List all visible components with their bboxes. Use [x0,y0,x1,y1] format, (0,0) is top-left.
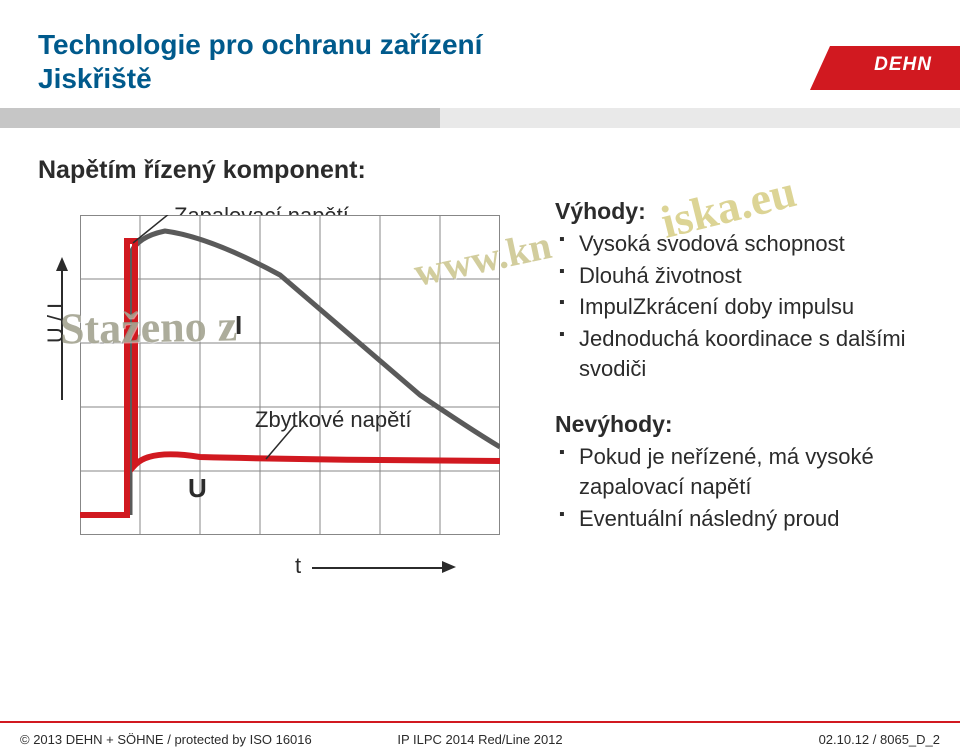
chart-svg [80,215,500,535]
x-axis-arrow-line [312,567,442,569]
disadvantage-item: Pokud je neřízené, má vysoké zapalovací … [559,442,935,501]
series-label-U: U [188,473,207,504]
footer-mid: IP ILPC 2014 Red/Line 2012 [0,732,960,747]
advantages-heading: Výhody: [555,198,935,225]
right-column: Výhody: Vysoká svodová schopnost Dlouhá … [555,198,935,536]
y-axis-arrow-icon [56,257,68,271]
chart-container: U / I [80,215,500,595]
advantage-item: ImpulZkrácení doby impulsu [559,292,935,322]
footer-right: 02.10.12 / 8065_D_2 [819,732,940,747]
advantage-item: Vysoká svodová schopnost [559,229,935,259]
title-line-1: Technologie pro ochranu zařízení [38,28,482,62]
section-heading: Napětím řízený komponent: [38,156,366,185]
disadvantages-list: Pokud je neřízené, má vysoké zapalovací … [555,442,935,533]
disadvantages-heading: Nevýhody: [555,411,935,438]
advantage-item: Dlouhá životnost [559,261,935,291]
footer: © 2013 DEHN + SÖHNE / protected by ISO 1… [0,721,960,755]
x-axis-arrow-icon [442,561,456,573]
annotation-zbytkove: Zbytkové napětí [255,407,412,433]
disadvantage-item: Eventuální následný proud [559,504,935,534]
slide-root: Technologie pro ochranu zařízení Jiskřiš… [0,0,960,755]
page-title: Technologie pro ochranu zařízení Jiskřiš… [38,28,482,95]
title-bar-inner [0,108,440,128]
title-line-2: Jiskřiště [38,62,482,96]
brand-logo-text: DEHN [874,54,932,76]
series-label-I: I [235,310,242,341]
advantages-list: Vysoká svodová schopnost Dlouhá životnos… [555,229,935,383]
y-axis-label: U / I [43,303,69,343]
advantage-item: Jednoduchá koordinace s dalšími svodiči [559,324,935,383]
x-axis-label: t [295,553,301,579]
